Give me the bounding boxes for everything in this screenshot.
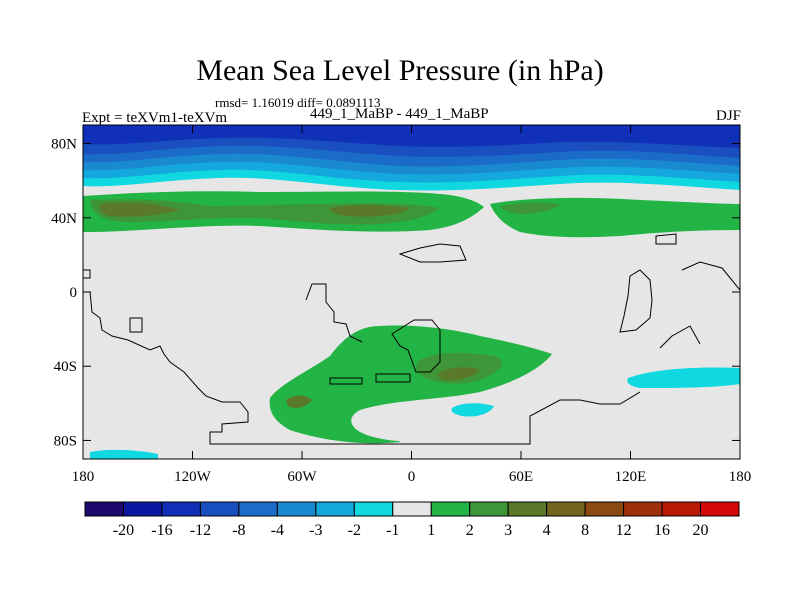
colorbar-swatch [161,501,201,517]
colorbar-swatch [84,501,124,517]
colorbar-label: 4 [543,522,551,539]
season-label: DJF [715,108,741,124]
y-tick-label: 0 [70,285,78,301]
colorbar-label: 1 [427,522,435,539]
colorbar-label: 2 [466,522,474,539]
x-tick-label: 120E [615,469,647,485]
colorbar-label: -4 [271,522,284,539]
colorbar-swatch [430,501,471,517]
field-pos-3-south-west [286,395,312,408]
colorbar-label: -3 [309,522,322,539]
y-tick-label: 80S [54,433,77,449]
x-tick-label: 60E [509,469,533,485]
colorbar-swatch [507,501,548,517]
colorbar-label: -16 [151,522,172,539]
colorbar-swatch [122,501,163,517]
colorbar-swatch [199,501,240,517]
field-neg-12-band [83,125,740,148]
experiment-label: Expt = teXVm1-teXVm [82,110,228,126]
colorbar-swatch [276,501,317,517]
colorbar-label: -12 [190,522,211,539]
y-tick-label: 40N [51,211,77,227]
y-tick-label: 40S [54,359,77,375]
colorbar-swatch [353,501,394,517]
colorbar-label: -20 [113,522,134,539]
colorbar-swatch [584,501,625,517]
colorbar-label: 8 [581,522,589,539]
field-pos-2-north-east [500,202,560,214]
field-pos-3-north-west [99,202,180,217]
coastlines [83,233,740,445]
colorbar-label: 12 [616,522,632,539]
colorbar-swatch [546,501,586,517]
colorbar-label: -1 [386,522,399,539]
colorbar-label: -2 [348,522,361,539]
colorbar-label: 20 [693,522,709,539]
x-tick-label: 180 [729,469,752,485]
colorbar-swatch [700,501,740,517]
colorbar-label: 16 [654,522,670,539]
x-tick-label: 180 [72,469,95,485]
chart-title: Mean Sea Level Pressure (in hPa) [196,54,604,87]
x-tick-label: 60W [287,469,317,485]
colorbar-swatch [661,501,702,517]
colorbar-label: -8 [232,522,245,539]
field-neg-1-patch-south-pacific-east [627,367,740,388]
colorbar-swatch [392,501,432,517]
field-pos-3-north-center [330,205,410,217]
colorbar-swatch [469,501,509,517]
stats-label: rmsd= 1.16019 diff= 0.0891113 [215,95,381,110]
field-pos-3-south-east [438,367,480,381]
colorbar-swatch [238,501,278,517]
x-tick-label: 120W [174,469,212,485]
colorbar-swatch [315,501,355,517]
field-neg-1-patch-south-atlantic [451,403,494,417]
x-tick-label: 0 [408,469,416,485]
colorbar-swatch [623,501,663,517]
y-tick-label: 80N [51,137,77,153]
field-neg-1-patch-antarctic [90,449,158,459]
colorbar-label: 3 [504,522,512,539]
comparison-label: 449_1_MaBP - 449_1_MaBP [310,106,489,122]
